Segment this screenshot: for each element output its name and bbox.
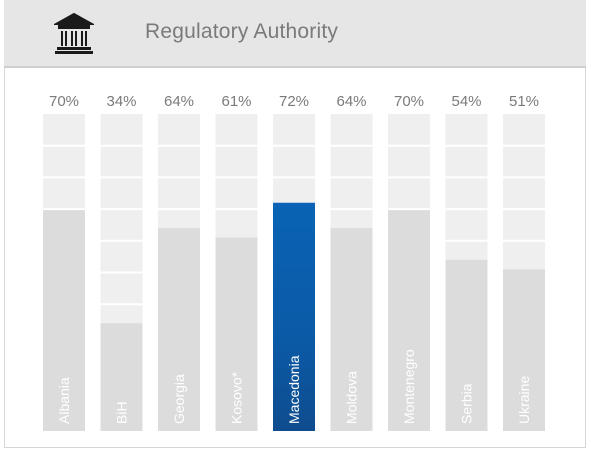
bar-montenegro [388, 209, 430, 431]
category-label-kosovo: Kosovo* [229, 371, 245, 424]
category-label-bih: BiH [114, 401, 130, 424]
bar-macedonia [273, 202, 315, 431]
bar-moldova [330, 228, 373, 431]
government-building-icon [54, 12, 94, 54]
category-label-montenegro: Montenegro [401, 349, 417, 424]
category-label-georgia: Georgia [171, 374, 187, 424]
value-label-bih: 34% [106, 93, 136, 110]
bar-serbia [445, 259, 488, 431]
bar-bih [100, 323, 143, 431]
chart-header: Regulatory Authority [4, 0, 586, 68]
value-label-macedonia: 72% [279, 93, 309, 110]
category-label-ukraine: Ukraine [516, 376, 532, 424]
value-label-moldova: 64% [336, 93, 366, 110]
value-label-kosovo: 61% [221, 93, 251, 110]
category-label-serbia: Serbia [459, 383, 475, 424]
chart-title: Regulatory Authority [145, 20, 339, 43]
value-label-albania: 70% [49, 93, 79, 110]
value-label-serbia: 54% [451, 93, 481, 110]
category-label-macedonia: Macedonia [286, 355, 302, 424]
value-label-georgia: 64% [164, 93, 194, 110]
category-label-albania: Albania [56, 377, 72, 424]
value-label-montenegro: 70% [394, 93, 424, 110]
category-label-moldova: Moldova [344, 371, 360, 424]
bar-albania [43, 209, 85, 431]
bar-kosovo [215, 237, 258, 431]
bar-georgia [158, 228, 200, 431]
value-label-ukraine: 51% [509, 93, 539, 110]
bar-ukraine [503, 269, 545, 431]
